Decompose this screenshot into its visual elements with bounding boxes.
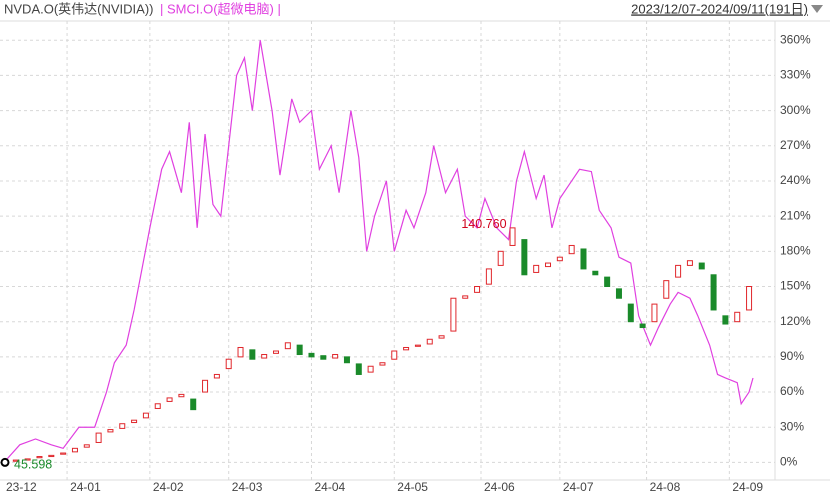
y-tick-label: 210% bbox=[780, 208, 811, 222]
candle-body bbox=[450, 297, 457, 332]
date-range[interactable]: 2023/12/07-2024/09/11(191日) bbox=[631, 1, 808, 16]
candle-body bbox=[545, 262, 552, 268]
candle-body bbox=[379, 362, 386, 366]
candle-body bbox=[142, 412, 149, 419]
x-tick-label: 24-01 bbox=[70, 480, 101, 494]
candle-body bbox=[273, 350, 280, 354]
candle-body bbox=[462, 295, 469, 299]
annotation-low: 45.598 bbox=[14, 458, 52, 472]
candle-body bbox=[651, 303, 658, 323]
y-tick-label: 270% bbox=[780, 138, 811, 152]
candle-body bbox=[308, 352, 315, 358]
legend-nvda: NVDA.O(英伟达(NVIDIA)) bbox=[4, 1, 154, 16]
candle-body bbox=[663, 280, 670, 299]
candle-body bbox=[615, 288, 622, 299]
x-tick-label: 24-04 bbox=[314, 480, 345, 494]
candle-body bbox=[580, 248, 587, 270]
candle-body bbox=[237, 346, 244, 358]
x-tick-label: 24-09 bbox=[732, 480, 763, 494]
x-tick-label: 24-03 bbox=[232, 480, 263, 494]
candle-body bbox=[71, 447, 78, 453]
candle-body bbox=[284, 342, 291, 350]
y-tick-label: 90% bbox=[780, 349, 804, 363]
x-tick-label: 24-08 bbox=[650, 480, 681, 494]
candle-body bbox=[119, 423, 126, 429]
y-tick-label: 30% bbox=[780, 419, 804, 433]
candle-body bbox=[722, 315, 729, 325]
candle-body bbox=[12, 459, 19, 462]
y-tick-label: 150% bbox=[780, 279, 811, 293]
candle-body bbox=[107, 429, 114, 433]
candle-body bbox=[296, 344, 303, 356]
candle-body bbox=[746, 286, 753, 311]
candle-body bbox=[604, 276, 611, 288]
candle-body bbox=[497, 250, 504, 266]
x-tick-label: 23-12 bbox=[6, 480, 37, 494]
candle-body bbox=[438, 335, 445, 339]
dropdown-arrow[interactable] bbox=[811, 5, 823, 13]
x-tick-label: 24-06 bbox=[484, 480, 515, 494]
y-tick-label: 60% bbox=[780, 384, 804, 398]
y-tick-label: 330% bbox=[780, 68, 811, 82]
candle-body bbox=[24, 458, 31, 461]
annotation-high: 140.760 bbox=[461, 217, 506, 231]
candle-body bbox=[556, 256, 563, 262]
candle-body bbox=[178, 393, 185, 398]
candle-body bbox=[391, 350, 398, 360]
y-tick-label: 360% bbox=[780, 32, 811, 46]
y-tick-label: 120% bbox=[780, 314, 811, 328]
candle-body bbox=[533, 264, 540, 273]
candle-body bbox=[320, 355, 327, 360]
candle-body bbox=[190, 398, 197, 411]
x-tick-label: 24-05 bbox=[397, 480, 428, 494]
candle-body bbox=[485, 268, 492, 285]
candle-body bbox=[249, 349, 256, 360]
candle-body bbox=[734, 311, 741, 323]
candle-body bbox=[592, 270, 599, 276]
candle-body bbox=[403, 346, 410, 351]
candle-body bbox=[343, 356, 350, 364]
candle-body bbox=[154, 403, 161, 409]
candle-body bbox=[414, 344, 421, 347]
candle-body bbox=[710, 274, 717, 311]
start-marker bbox=[0, 457, 10, 467]
candle-body bbox=[131, 419, 138, 424]
candle-body bbox=[521, 239, 528, 276]
legend-smci: | SMCI.O(超微电脑) | bbox=[160, 1, 281, 16]
candle-body bbox=[48, 454, 55, 458]
x-tick-label: 24-02 bbox=[153, 480, 184, 494]
candle-body bbox=[474, 286, 481, 293]
y-tick-label: 240% bbox=[780, 173, 811, 187]
y-tick-label: 0% bbox=[780, 455, 798, 469]
candle-body bbox=[675, 264, 682, 278]
candle-body bbox=[60, 452, 67, 455]
candle-body bbox=[261, 354, 268, 359]
x-tick-label: 24-07 bbox=[563, 480, 594, 494]
y-tick-label: 300% bbox=[780, 103, 811, 117]
candle-body bbox=[568, 244, 575, 255]
candle-body bbox=[639, 323, 646, 329]
candle-body bbox=[367, 365, 374, 373]
candle-body bbox=[225, 358, 232, 370]
candle-body bbox=[355, 363, 362, 375]
candle-body bbox=[36, 456, 43, 459]
candle-body bbox=[698, 262, 705, 270]
candle-body bbox=[627, 303, 634, 323]
candle-body bbox=[213, 373, 220, 379]
candle-body bbox=[686, 260, 693, 266]
candle-body bbox=[202, 379, 209, 393]
candle-body bbox=[332, 354, 339, 359]
candle-body bbox=[95, 432, 102, 443]
candle-body bbox=[426, 338, 433, 345]
candle-body bbox=[509, 227, 516, 246]
y-tick-label: 180% bbox=[780, 243, 811, 257]
candle-body bbox=[83, 444, 90, 448]
candle-body bbox=[166, 397, 173, 402]
